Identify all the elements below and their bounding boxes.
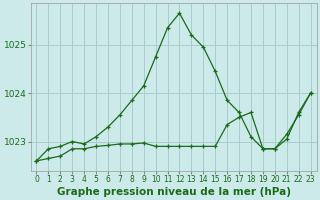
X-axis label: Graphe pression niveau de la mer (hPa): Graphe pression niveau de la mer (hPa) xyxy=(57,187,291,197)
